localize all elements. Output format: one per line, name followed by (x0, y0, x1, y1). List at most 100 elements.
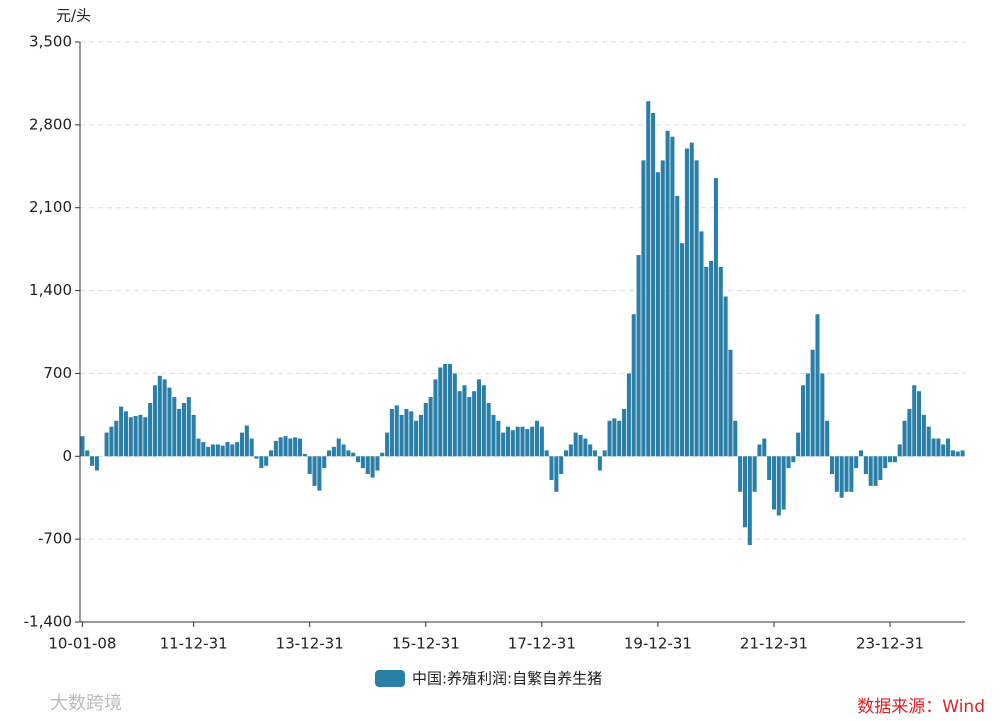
bar (123, 411, 128, 457)
bar (800, 385, 806, 457)
bar (114, 420, 119, 457)
bar (307, 456, 312, 475)
bar (288, 438, 293, 457)
bar (525, 429, 530, 457)
bar (259, 456, 264, 469)
bar (655, 172, 660, 457)
bar (878, 456, 883, 480)
bar (946, 438, 951, 457)
bar (181, 403, 187, 457)
bar (713, 178, 718, 457)
bar (636, 255, 641, 457)
y-tick-label: 2,100 (29, 198, 72, 216)
bar (109, 426, 114, 457)
bar (544, 450, 549, 457)
bar (365, 456, 370, 475)
bar (675, 195, 680, 457)
bar (472, 391, 477, 457)
bar (689, 142, 694, 457)
bar (389, 408, 394, 457)
bar (85, 450, 90, 457)
bar (520, 426, 525, 457)
bar (568, 444, 573, 457)
bar (897, 444, 902, 457)
bar (718, 266, 723, 457)
bar (327, 450, 332, 457)
bar (196, 438, 201, 457)
x-tick-label: 21-12-31 (740, 635, 808, 653)
bar (438, 367, 443, 457)
bar (917, 391, 922, 457)
bar (322, 456, 327, 469)
bar (399, 414, 404, 457)
bar (210, 444, 216, 457)
bar (820, 373, 825, 457)
bar (791, 456, 796, 463)
bar (481, 385, 486, 457)
bar (283, 436, 288, 457)
bar (854, 456, 859, 469)
bar (447, 363, 452, 457)
bar (385, 432, 390, 457)
bar (375, 456, 380, 471)
bar (873, 456, 878, 486)
bar (356, 456, 361, 463)
bar (631, 314, 636, 457)
x-tick-label: 11-12-31 (160, 635, 228, 653)
bar (704, 266, 709, 457)
bar (394, 405, 399, 457)
bar (849, 456, 854, 492)
bar (128, 417, 133, 457)
bar (148, 403, 153, 457)
bar (670, 136, 675, 457)
bar (733, 420, 738, 457)
bar (476, 379, 482, 457)
bar (786, 456, 791, 469)
bar (496, 420, 501, 457)
bar (549, 456, 554, 480)
bar (883, 456, 888, 469)
bar (201, 442, 206, 457)
bar (360, 456, 365, 469)
y-axis-label: 元/头 (56, 7, 91, 25)
bar (119, 406, 124, 457)
bar (559, 456, 564, 475)
bar (839, 456, 844, 498)
bar (834, 456, 839, 492)
bar (443, 363, 448, 457)
bar (380, 452, 385, 457)
bar (680, 243, 685, 457)
bar (747, 456, 752, 546)
y-tick-label: -1,400 (24, 613, 72, 631)
bar (762, 438, 767, 457)
bar (351, 452, 356, 457)
y-tick-label: 2,800 (29, 115, 72, 133)
bar (104, 432, 109, 457)
bar (249, 438, 254, 457)
bar (162, 379, 167, 457)
bar (626, 373, 631, 457)
bar (215, 444, 220, 457)
bar (293, 437, 298, 457)
x-tick-label: 10-01-08 (48, 635, 116, 653)
bar (573, 432, 578, 457)
bar (505, 426, 511, 457)
bar (583, 438, 588, 457)
bar (515, 426, 520, 457)
bar (206, 446, 211, 457)
bar (907, 408, 912, 457)
x-tick-label: 19-12-31 (624, 635, 692, 653)
bar (651, 113, 656, 457)
y-tick-label: -700 (38, 530, 72, 548)
bar (810, 349, 815, 457)
bar (888, 456, 893, 463)
bar (336, 438, 341, 457)
bar (612, 418, 617, 457)
bar (699, 231, 704, 457)
bar (694, 160, 699, 457)
bar (152, 385, 157, 457)
x-tick-label: 23-12-31 (856, 635, 924, 653)
bar (825, 420, 830, 457)
bar (960, 450, 965, 457)
bar (467, 397, 472, 457)
